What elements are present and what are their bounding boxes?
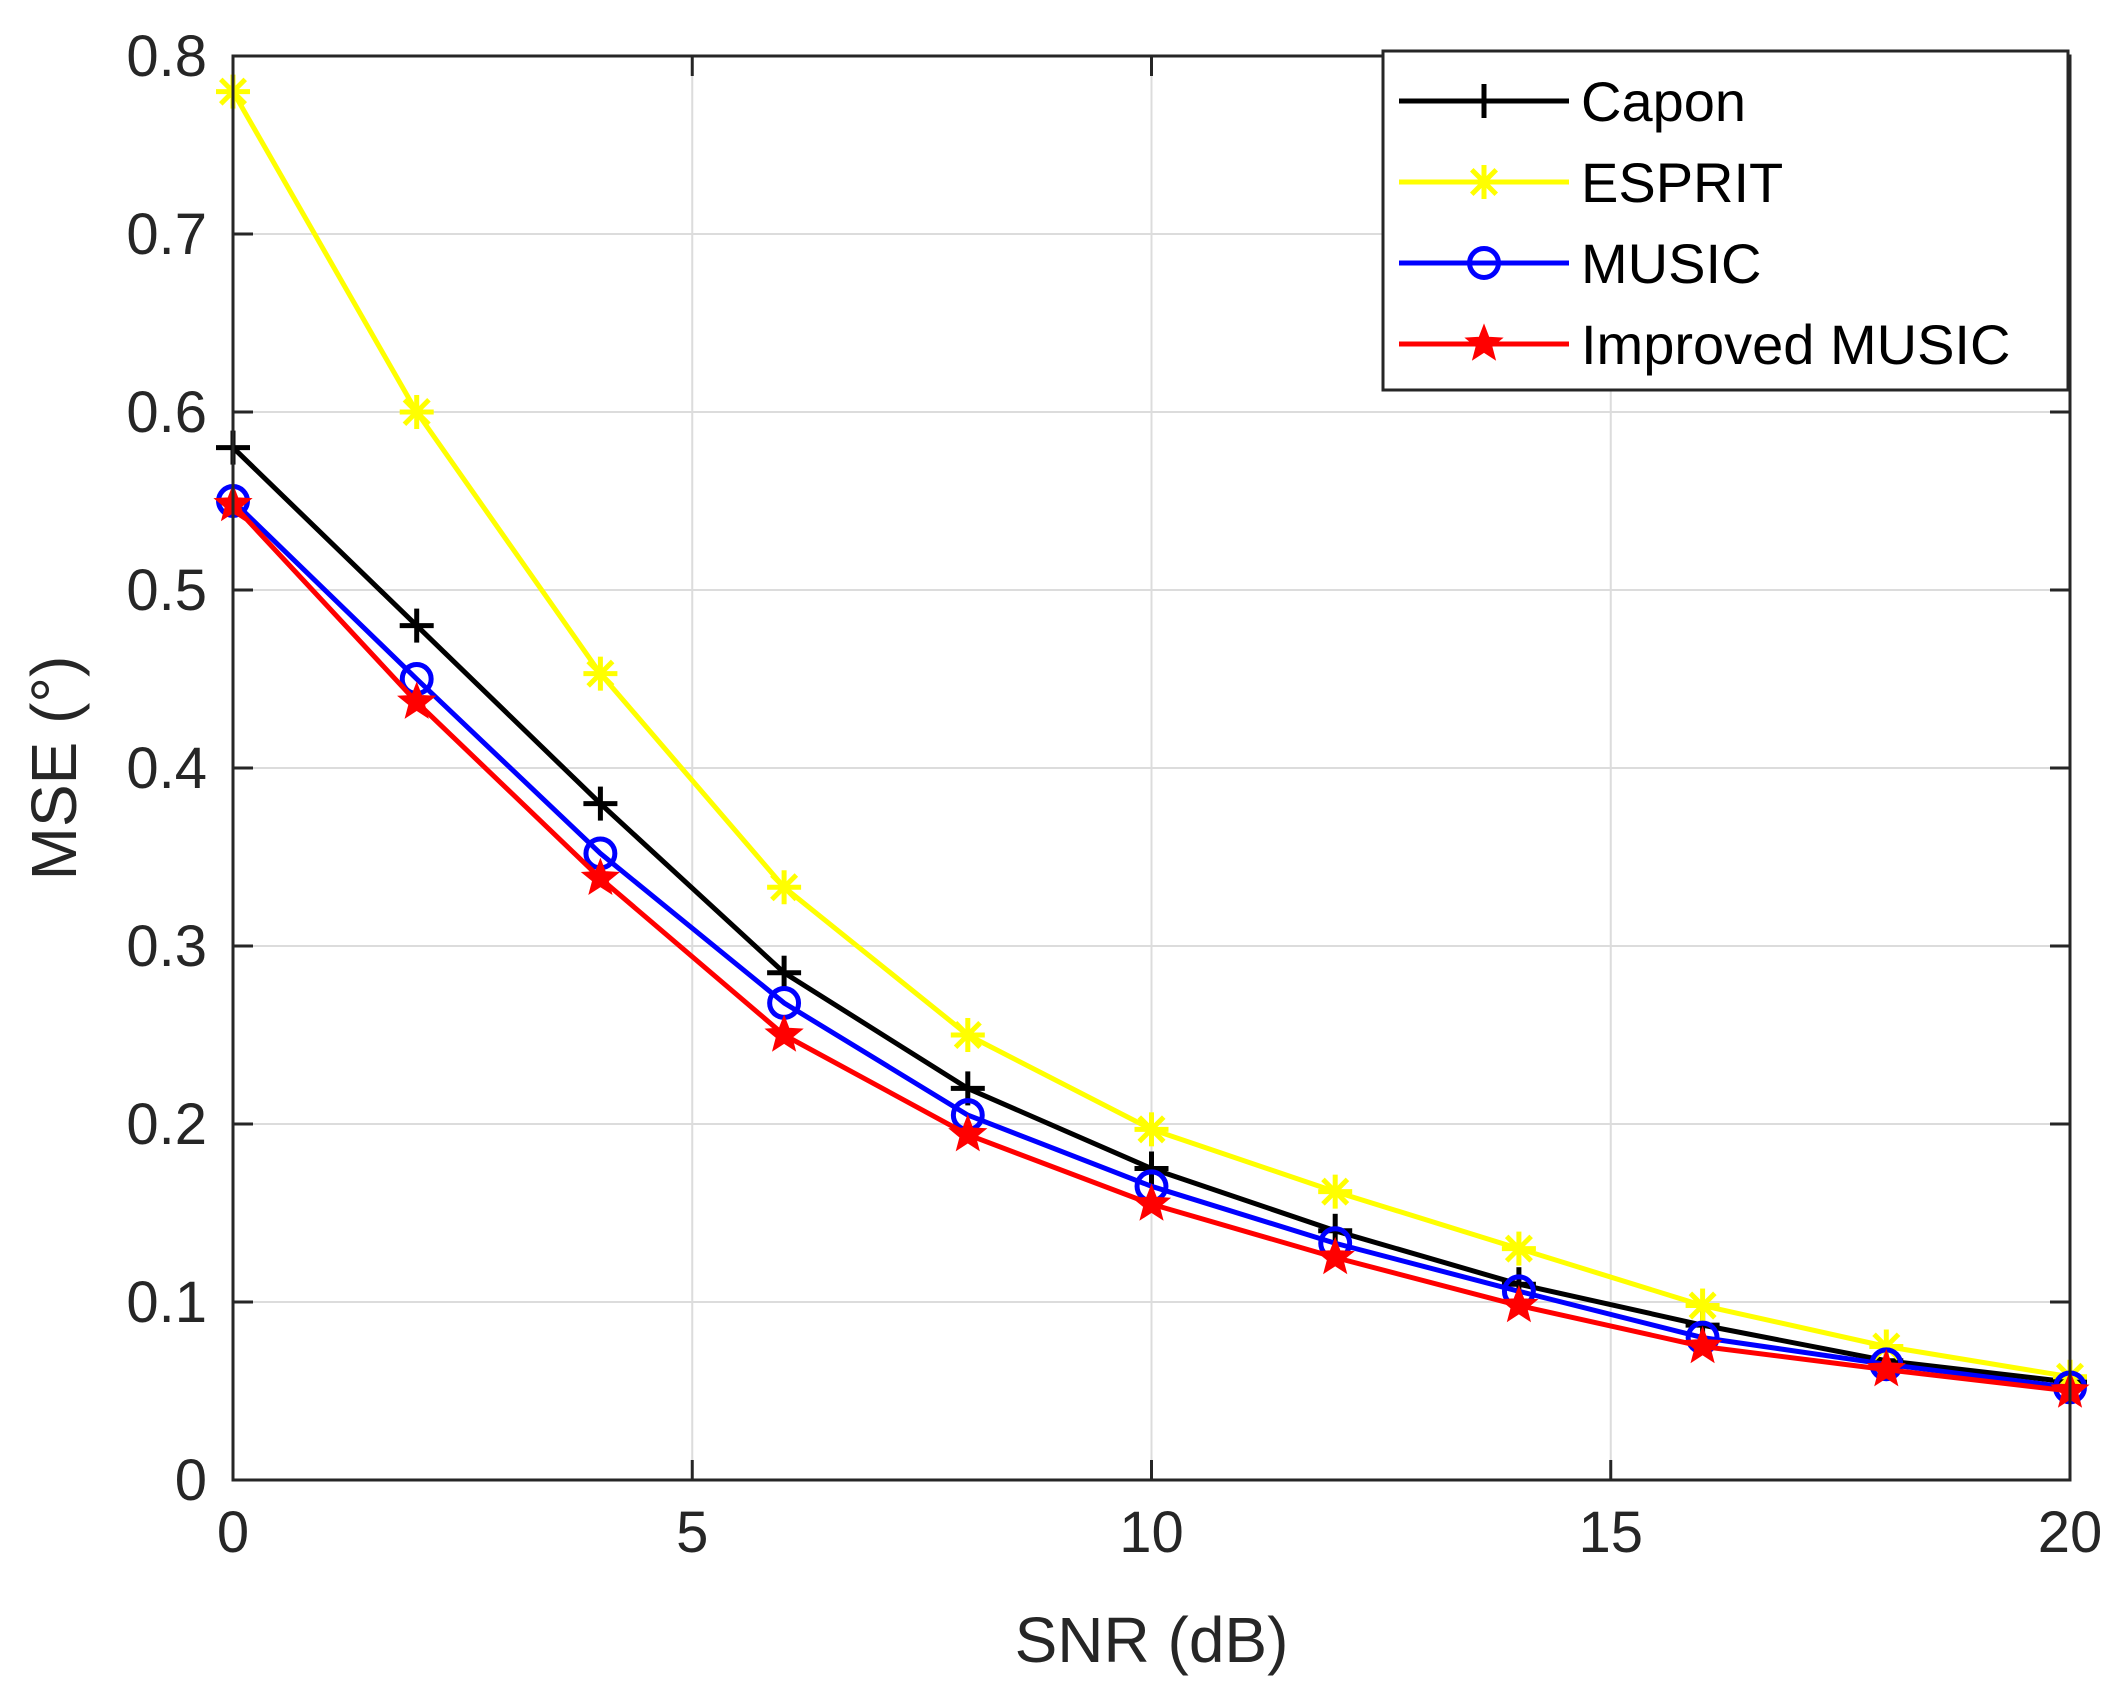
data-point xyxy=(1131,1183,1172,1221)
data-point xyxy=(950,1018,985,1052)
x-tick-label: 20 xyxy=(2038,1500,2103,1565)
x-tick-label: 5 xyxy=(676,1500,708,1565)
data-point xyxy=(1499,1284,1539,1323)
legend-item: Improved MUSIC xyxy=(1399,313,2010,376)
legend-item: ESPRIT xyxy=(1399,151,1783,214)
data-point xyxy=(1318,1174,1353,1209)
data-point xyxy=(1467,84,1501,118)
y-axis-label: MSE (°) xyxy=(18,656,90,881)
x-tick-label: 0 xyxy=(217,1500,249,1565)
legend-label: MUSIC xyxy=(1581,232,1761,295)
y-tick-label: 0.1 xyxy=(126,1270,207,1335)
legend-label: ESPRIT xyxy=(1581,151,1783,214)
legend: Capon ESPRIT MUSIC Improved MUSIC xyxy=(1381,49,2070,392)
data-point xyxy=(399,608,434,643)
data-point xyxy=(767,870,802,905)
y-tick-label: 0 xyxy=(175,1448,207,1513)
legend-label: Capon xyxy=(1581,70,1746,133)
data-point xyxy=(1467,165,1501,199)
y-tick-label: 0.4 xyxy=(126,736,207,801)
data-point xyxy=(1134,1112,1169,1147)
data-point xyxy=(1315,1236,1355,1275)
legend-item: Capon xyxy=(1399,70,1746,133)
x-tick-label: 10 xyxy=(1119,1500,1184,1565)
series-esprit xyxy=(216,74,2087,1394)
y-tick-label: 0.3 xyxy=(126,914,207,979)
data-point xyxy=(580,857,621,896)
legend-item: MUSIC xyxy=(1399,232,1761,295)
y-tick-label: 0.6 xyxy=(126,380,207,445)
series-improved-music xyxy=(213,483,2090,1408)
data-point xyxy=(583,786,618,821)
x-tick-label: 15 xyxy=(1578,1500,1643,1565)
data-point xyxy=(948,1114,988,1152)
y-tick-label: 0.5 xyxy=(126,558,207,623)
x-axis-label: SNR (dB) xyxy=(1015,1604,1289,1676)
data-point xyxy=(1134,1151,1169,1186)
data-point xyxy=(1501,1231,1536,1266)
data-point xyxy=(1467,246,1501,280)
legend-box xyxy=(1381,49,2070,392)
data-point xyxy=(767,955,802,990)
data-point xyxy=(1866,1349,1906,1387)
data-point xyxy=(1682,1325,1723,1364)
y-tick-label: 0.7 xyxy=(126,202,207,267)
data-point xyxy=(1685,1288,1720,1323)
data-point xyxy=(583,656,618,691)
data-point xyxy=(764,1014,804,1052)
y-tick-label: 0.8 xyxy=(126,24,207,89)
data-point xyxy=(1464,323,1504,361)
data-point xyxy=(399,395,434,429)
y-tick-label: 0.2 xyxy=(126,1092,207,1157)
legend-label: Improved MUSIC xyxy=(1581,313,2010,376)
data-point xyxy=(397,681,437,719)
tick-labels: 0 5 10 15 20 0 0.1 0.2 0.3 0.4 0.5 0.6 0.7 0.8 xyxy=(126,24,2102,1565)
